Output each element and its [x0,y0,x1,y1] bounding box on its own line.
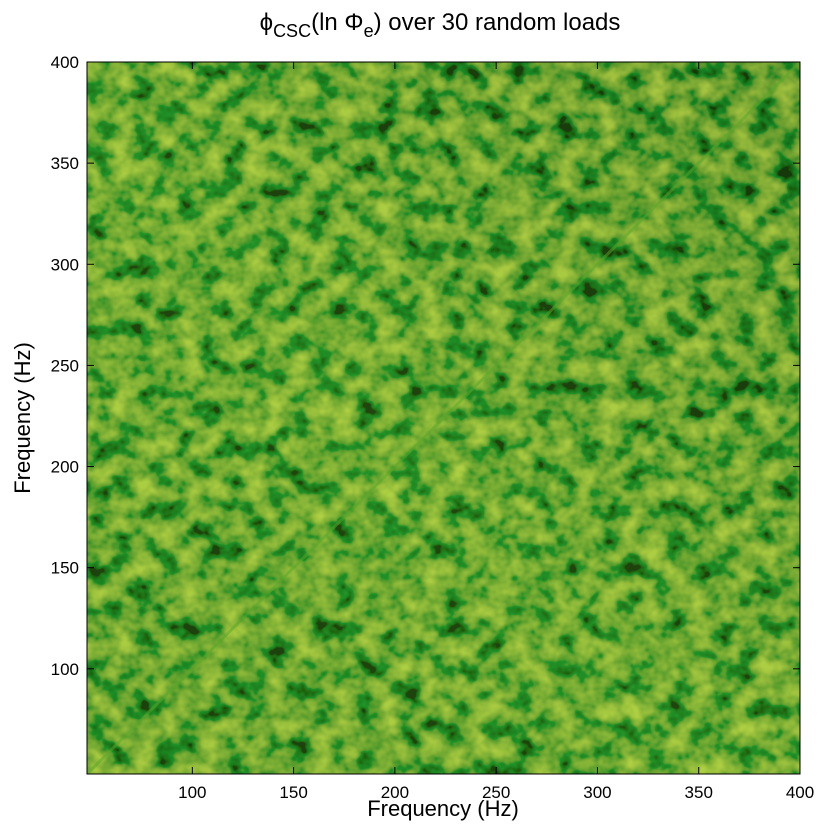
title-part: CSC [273,21,311,41]
title-part: e [364,21,374,41]
y-tick-label: 200 [51,458,79,477]
x-tick-label: 400 [786,783,814,802]
y-tick-label: 250 [51,356,79,375]
title-part: (ln Φ [311,9,364,36]
x-tick-label: 250 [482,783,510,802]
diagonal [87,62,800,774]
y-axis-label: Frequency (Hz) [10,342,35,494]
x-tick-label: 300 [583,783,611,802]
y-tick-label: 300 [51,255,79,274]
y-tick-label: 150 [51,559,79,578]
heatmap-field [87,62,800,774]
chart-title: ϕCSC(ln Φe) over 30 random loads [260,9,621,41]
x-axis-label: Frequency (Hz) [367,796,519,821]
title-part: ) over 30 random loads [374,9,621,36]
x-tick-label: 150 [279,783,307,802]
x-tick-label: 100 [178,783,206,802]
x-tick-label: 200 [381,783,409,802]
title-part: ϕ [260,9,273,36]
y-tick-label: 350 [51,154,79,173]
plot-frame [86,61,801,775]
y-tick-label: 400 [51,53,79,72]
y-tick-label: 100 [51,660,79,679]
x-tick-label: 350 [685,783,713,802]
